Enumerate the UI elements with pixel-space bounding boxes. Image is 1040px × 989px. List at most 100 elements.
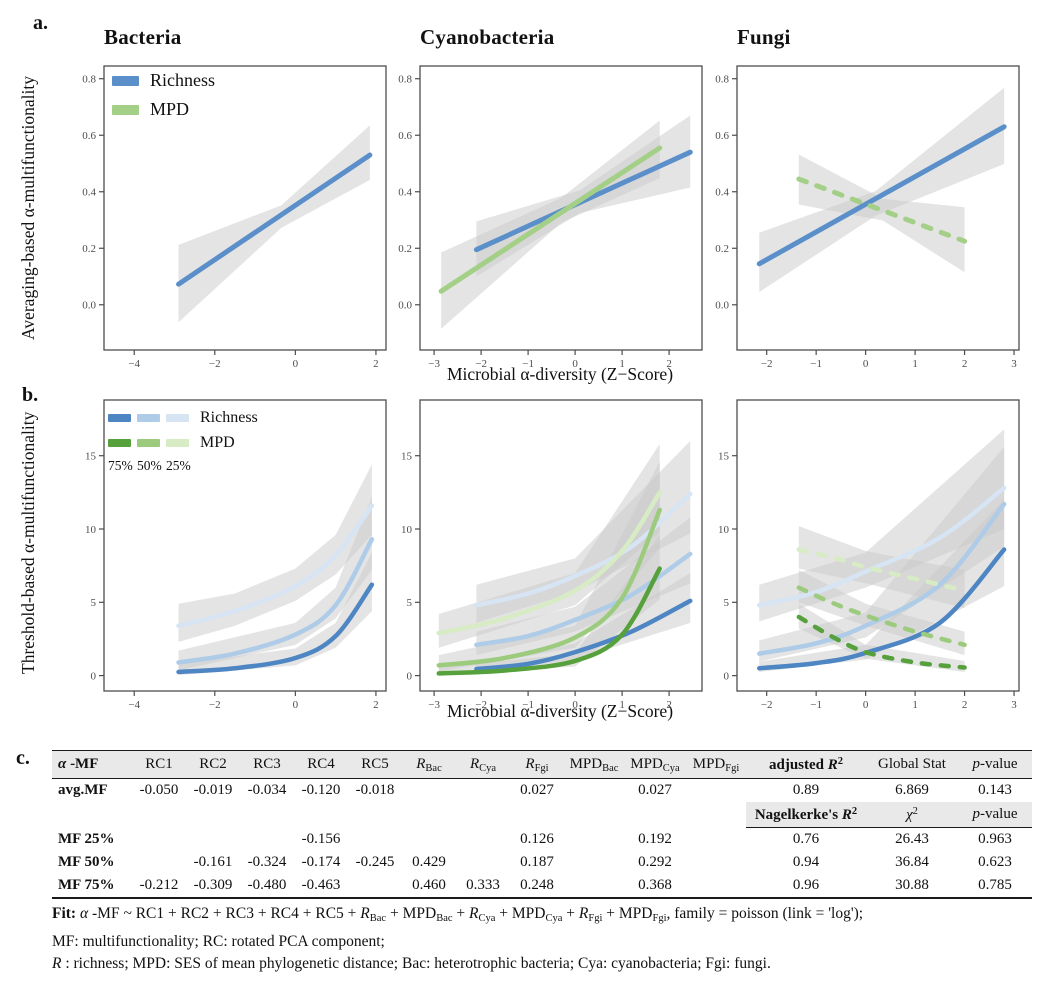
- footnote-line: MF: multifunctionality; RC: rotated PCA …: [52, 931, 1036, 954]
- table-cell: [402, 828, 456, 852]
- table-cell: 36.84: [895, 854, 929, 870]
- y-tick-label: 5: [724, 597, 730, 609]
- panel-border: [103, 65, 387, 351]
- chart-b-fungi: −2 −1 0 1 2 3 0 5 10 15: [695, 392, 1025, 724]
- chart-a-cyanobacteria: −3 −2 −1 0 1 2 0.0 0.2 0.4 0.6 0.8: [378, 58, 708, 381]
- x-tick-label: 0: [863, 358, 869, 370]
- table-row: avg.MF -0.050 -0.019 -0.034 -0.120 -0.018 0.02…: [52, 779, 1032, 803]
- text-segment: + MPD: [386, 905, 437, 922]
- text-segment: RC5: [361, 756, 389, 772]
- table-cell: -0.019: [193, 782, 233, 798]
- stats-table: α -MF RC1 RC2 RC3 RC4 RC5 RBac RCya RFgi MPDBac MP…: [52, 750, 1032, 899]
- table-cell: [186, 828, 240, 852]
- plot-svg: −2 −1 0 1 2 3 0 5 10 15: [718, 399, 1020, 711]
- text-segment: 2: [912, 805, 918, 817]
- table-cell: [564, 828, 624, 852]
- text-segment: -value: [980, 756, 1018, 772]
- text-segment: Bac: [425, 762, 442, 774]
- y-tick-label: 15: [718, 451, 730, 463]
- table-cell: 0.94: [792, 854, 820, 870]
- chart-a-fungi: −2 −1 0 1 2 3 0.0 0.2 0.4 0.6 0.8: [695, 58, 1025, 381]
- table-cell: 0.187: [520, 854, 554, 870]
- table-row: MF 50% -0.161 -0.324 -0.174 -0.245 0.429 0.187…: [52, 851, 1032, 874]
- text-segment: , family = poisson (link = 'log');: [666, 905, 864, 922]
- y-tick-label: 5: [407, 597, 413, 609]
- x-tick-label: 0: [572, 699, 578, 711]
- table-header-cell: RC4: [294, 751, 348, 779]
- text-segment: R: [578, 905, 589, 922]
- table-cell: 0.96: [792, 877, 820, 893]
- x-tick-label: 2: [373, 358, 379, 370]
- table-cell: -0.034: [247, 782, 287, 798]
- table-cell: [240, 828, 294, 852]
- text-segment: RC2: [199, 756, 227, 772]
- table-footnotes: Fit: α -MF ~ RC1 + RC2 + RC3 + RC4 + RC5…: [52, 903, 1036, 976]
- row-a-x-axis-label: Microbial α-diversity (Z−Score): [446, 364, 674, 384]
- table-cell: -0.212: [139, 877, 179, 893]
- y-tick-label: 0.6: [82, 130, 96, 142]
- plot-svg: −3 −2 −1 0 1 2 0 5 10 15: [401, 399, 703, 711]
- title-fungi: Fungi: [737, 25, 791, 49]
- text-segment: p: [972, 806, 981, 822]
- text-segment: Global Stat: [878, 756, 946, 772]
- subheader-cell: χ2: [866, 802, 958, 828]
- fit-line: [438, 145, 663, 294]
- table-cell: -0.309: [193, 877, 233, 893]
- text-segment: R: [416, 755, 426, 772]
- table-cell: 0.143: [978, 782, 1012, 798]
- panel-a-label: a.: [33, 12, 48, 34]
- ci-band: [476, 441, 691, 623]
- table-cell: -0.245: [355, 854, 395, 870]
- richness-50-swatch: [137, 414, 160, 422]
- table-header-cell: α -MF: [52, 751, 132, 779]
- y-tick-label: 0.8: [398, 74, 412, 86]
- x-tick-label: −2: [761, 358, 773, 370]
- text-segment: Bac: [436, 913, 453, 924]
- text-segment: adjusted: [768, 756, 828, 773]
- y-tick-label: 10: [718, 524, 730, 536]
- title-cyanobacteria: Cyanobacteria: [420, 25, 555, 49]
- table-cell: [456, 779, 510, 803]
- panel-border: [419, 65, 703, 351]
- table-cell: 26.43: [895, 831, 929, 847]
- table-cell: [686, 851, 746, 874]
- table-cell: 0.126: [520, 830, 554, 847]
- y-tick-label: 0.0: [82, 300, 96, 312]
- table-cell: 0.248: [520, 877, 554, 893]
- table-header-cell: RC1: [132, 751, 186, 779]
- table-cell: [686, 828, 746, 852]
- panel-b-label: b.: [22, 384, 39, 406]
- table-cell: 0.429: [412, 854, 446, 870]
- x-tick-label: 2: [666, 699, 672, 711]
- legend-row-mpd: MPD: [112, 99, 215, 120]
- table-cell: [456, 828, 510, 852]
- table-cell: [686, 874, 746, 898]
- table-row: MF 25% -0.156 0.126 0.192 0.76 26.43 0.963: [52, 828, 1032, 852]
- chart-b-cyanobacteria: −3 −2 −1 0 1 2 0 5 10 15: [378, 392, 708, 724]
- text-segment: R: [52, 955, 62, 972]
- text-segment: R: [827, 756, 838, 773]
- text-segment: -MF: [66, 756, 99, 772]
- y-tick-label: 5: [91, 597, 97, 609]
- text-segment: +: [452, 905, 470, 922]
- x-tick-label: −3: [428, 699, 440, 711]
- ci-band: [798, 603, 965, 672]
- table-header-cell: MPDBac: [564, 751, 624, 779]
- richness-label: Richness: [150, 70, 215, 90]
- fit-line: [176, 537, 375, 665]
- text-segment: Bac: [369, 913, 387, 924]
- panel-c-label: c.: [16, 747, 30, 769]
- text-segment: MPD: [630, 755, 663, 772]
- row-a-y-axis-label: Averaging-based α-multifunctionality: [18, 76, 38, 340]
- chart-a-bacteria: −4 −2 0 2 0.0 0.2 0.4 0.6 0.8: [62, 58, 392, 381]
- text-segment: Fgi: [652, 913, 667, 924]
- x-tick-label: 1: [619, 699, 625, 711]
- table-cell: [402, 779, 456, 803]
- fit-line: [757, 547, 1007, 671]
- table-cell: -0.018: [355, 782, 395, 798]
- table-cell: 0.460: [412, 877, 446, 893]
- row-label-cell: MF 25%: [52, 828, 132, 852]
- table-cell: -0.050: [139, 782, 179, 798]
- row-label-cell: MF 50%: [52, 851, 132, 874]
- x-tick-label: −2: [761, 699, 773, 711]
